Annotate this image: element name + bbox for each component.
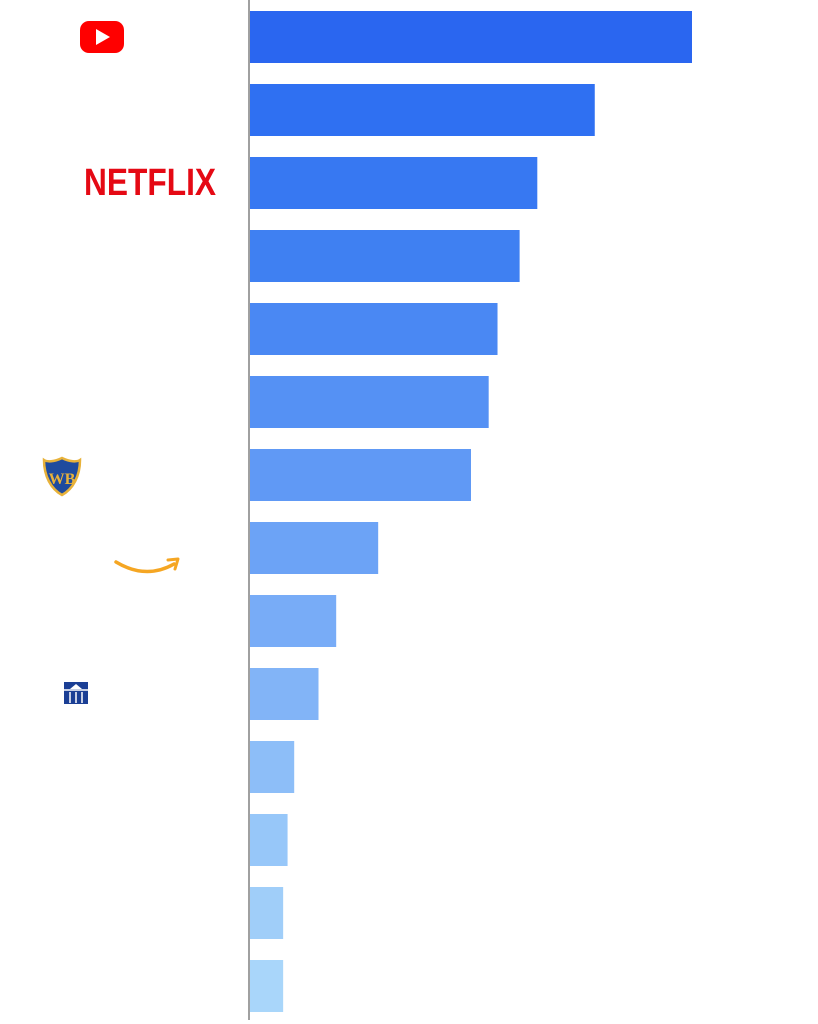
bar-7: [250, 449, 471, 501]
youtube-logo: [80, 21, 124, 53]
bar-1: [250, 11, 692, 63]
bar-4: [250, 230, 520, 282]
bar-10: [250, 668, 319, 720]
bar-14: [250, 960, 284, 1012]
bar-12: [250, 814, 288, 866]
paramount-logo: [64, 682, 88, 704]
bar-5: [250, 303, 498, 355]
bar-3: [250, 157, 538, 209]
netflix-logo: NETFLIX: [84, 162, 217, 204]
warner-bros-logo: WB: [42, 456, 82, 497]
bar-6: [250, 376, 489, 428]
bar-9: [250, 595, 337, 647]
bar-8: [250, 522, 379, 574]
svg-text:WB: WB: [49, 471, 76, 488]
bar-13: [250, 887, 284, 939]
bars-group: [250, 11, 692, 1012]
bar-2: [250, 84, 595, 136]
bar-11: [250, 741, 295, 793]
amazon-logo: [114, 557, 180, 574]
